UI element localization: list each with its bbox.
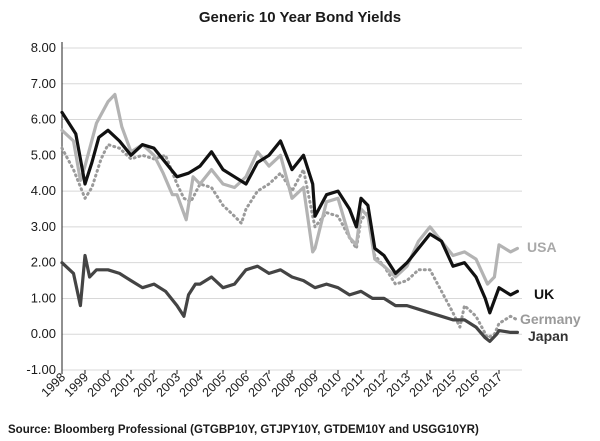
source-note: Source: Bloomberg Professional (GTGBP10Y…	[8, 424, 479, 436]
label-germany: Germany	[520, 311, 581, 327]
grid-lines	[62, 47, 522, 371]
y-tick-label: 2.00	[31, 255, 56, 270]
series-line-uk	[60, 110, 520, 315]
series-labels: USA UK Germany Japan	[520, 239, 581, 344]
y-tick-label: 4.00	[31, 183, 56, 198]
y-tick-label: 7.00	[31, 76, 56, 91]
chart-title: Generic 10 Year Bond Yields	[199, 9, 401, 26]
x-tick-label: 2009	[292, 370, 322, 400]
x-tick-label: 2007	[246, 370, 276, 400]
series-line-germany	[60, 143, 519, 340]
y-axis-ticks: 8.00 7.00 6.00 5.00 4.00 3.00 2.00 1.00 0.00 -1.0…	[26, 40, 56, 377]
x-tick-label: 2002	[131, 370, 161, 400]
x-tick-label: 2015	[430, 370, 460, 400]
x-tick-label: 2003	[154, 370, 184, 400]
series-lines	[60, 92, 520, 343]
x-tick-label: 2008	[269, 370, 299, 400]
x-tick-label: 2013	[384, 370, 414, 400]
x-tick-label: 2011	[338, 370, 367, 399]
y-tick-label: 6.00	[31, 112, 56, 127]
x-tick-label: 2012	[361, 370, 391, 400]
label-usa: USA	[527, 239, 557, 255]
x-tick-label: 2014	[407, 370, 437, 400]
y-tick-label: 1.00	[31, 290, 56, 305]
series-line-japan	[60, 253, 520, 343]
label-japan: Japan	[528, 328, 568, 344]
x-tick-label: 2010	[315, 370, 345, 400]
y-tick-label: 3.00	[31, 219, 56, 234]
y-tick-label: 8.00	[31, 40, 56, 55]
y-tick-label: 5.00	[31, 147, 56, 162]
y-tick-label: -1.00	[26, 362, 56, 377]
x-axis-ticks: 1998199920002001200220032004200520062007…	[39, 370, 506, 400]
label-uk: UK	[534, 286, 554, 302]
x-tick-label: 1999	[62, 370, 92, 400]
x-tick-label: 2004	[177, 370, 207, 400]
x-tick-label: 2005	[200, 370, 230, 400]
x-tick-label: 2001	[108, 370, 138, 400]
x-tick-label: 2006	[223, 370, 253, 400]
y-tick-label: 0.00	[31, 326, 56, 341]
x-tick-label: 2017	[476, 370, 506, 400]
x-tick-label: 2000	[85, 370, 115, 400]
x-tick-label: 2016	[453, 370, 483, 400]
